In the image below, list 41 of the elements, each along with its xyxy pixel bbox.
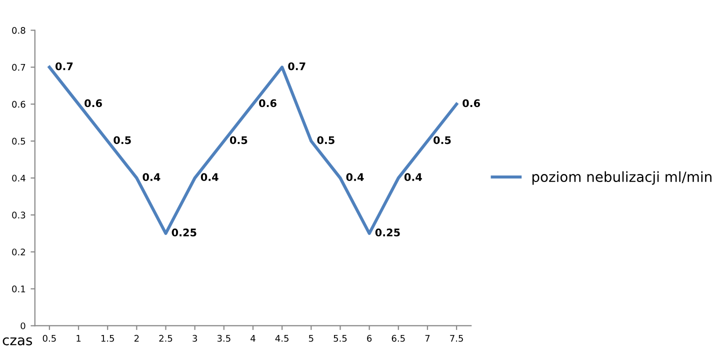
y-tick-label: 0.5 <box>12 138 26 145</box>
x-tick-label: 3.5 <box>217 334 230 342</box>
data-label: 0.5 <box>434 136 451 144</box>
y-tick-label: 0.8 <box>12 26 26 34</box>
data-label: 0.5 <box>317 136 334 144</box>
x-tick-label: 3 <box>192 334 197 342</box>
x-tick-label: 4 <box>250 335 256 342</box>
y-tick-label: 0.6 <box>12 100 26 108</box>
y-tick-label: 0.2 <box>12 248 25 256</box>
data-label: 0.6 <box>259 99 276 108</box>
y-tick-label: 0.7 <box>12 64 26 71</box>
y-tick-label: 0.3 <box>12 212 26 218</box>
x-tick-label: 0.5 <box>42 334 56 342</box>
data-label: 0.4 <box>346 173 364 182</box>
x-tick-label: 4.5 <box>275 335 288 342</box>
legend-label: poziom nebulizacji ml/min <box>532 171 712 185</box>
data-label: 0.6 <box>84 99 102 108</box>
data-label: 0.7 <box>55 62 73 70</box>
data-label: 0.5 <box>230 136 248 144</box>
data-label: 0.25 <box>172 228 196 236</box>
x-tick-label: 2 <box>134 334 139 342</box>
data-label: 0.25 <box>375 228 400 236</box>
x-tick-label: 7 <box>425 335 430 342</box>
y-tick-label: 0.1 <box>12 286 26 292</box>
x-tick-label: 6 <box>367 334 372 342</box>
x-tick-label: 2.5 <box>159 334 172 342</box>
x-tick-label: 7.5 <box>450 335 463 342</box>
x-tick-label: 6.5 <box>392 334 405 342</box>
data-label: 0.4 <box>142 173 160 182</box>
y-tick-label: 0.4 <box>12 174 26 182</box>
x-tick-label: 5.5 <box>334 335 347 342</box>
data-label: 0.5 <box>114 136 131 144</box>
data-label: 0.6 <box>462 99 480 108</box>
y-tick-label: 0 <box>20 322 26 330</box>
data-label: 0.4 <box>404 173 422 182</box>
x-tick-label: 1 <box>76 335 81 342</box>
data-label: 0.7 <box>288 62 306 70</box>
x-axis-title: czas <box>2 337 32 346</box>
x-tick-label: 5 <box>308 335 314 342</box>
x-tick-label: 1.5 <box>101 335 114 342</box>
data-label: 0.4 <box>200 173 218 182</box>
